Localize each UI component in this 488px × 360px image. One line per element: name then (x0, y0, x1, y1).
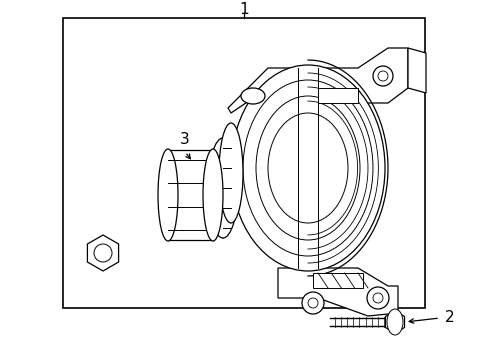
Ellipse shape (158, 149, 178, 241)
Circle shape (372, 293, 382, 303)
Polygon shape (407, 48, 425, 93)
Circle shape (377, 71, 387, 81)
Ellipse shape (386, 309, 402, 335)
Text: 1: 1 (239, 3, 248, 18)
Polygon shape (312, 273, 362, 288)
Ellipse shape (207, 138, 238, 238)
Polygon shape (385, 311, 404, 333)
Circle shape (366, 287, 388, 309)
Ellipse shape (230, 65, 384, 271)
Polygon shape (227, 68, 297, 113)
Circle shape (302, 292, 324, 314)
Ellipse shape (203, 149, 223, 241)
Circle shape (372, 66, 392, 86)
Text: 3: 3 (180, 132, 189, 148)
Text: 2: 2 (444, 310, 454, 325)
Polygon shape (278, 268, 397, 316)
Ellipse shape (241, 88, 264, 104)
Polygon shape (87, 235, 119, 271)
Bar (63, 18, 424, 308)
Polygon shape (317, 88, 357, 103)
Polygon shape (317, 48, 407, 103)
Ellipse shape (219, 123, 243, 223)
Circle shape (307, 298, 317, 308)
Circle shape (94, 244, 112, 262)
